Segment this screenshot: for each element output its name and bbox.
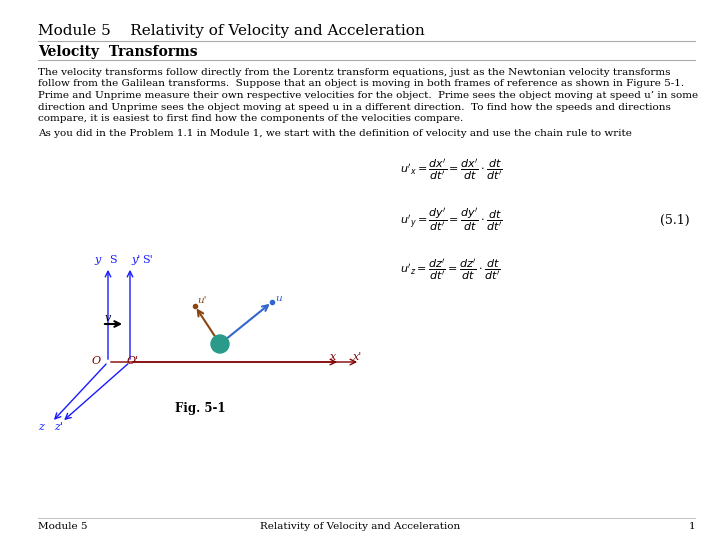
Text: Fig. 5-1: Fig. 5-1 — [175, 402, 225, 415]
Text: v: v — [105, 313, 112, 323]
Text: Relativity of Velocity and Acceleration: Relativity of Velocity and Acceleration — [260, 522, 460, 531]
Text: $u'_z = \dfrac{dz'}{dt'} = \dfrac{dz'}{dt} \cdot \dfrac{dt}{dt'}$: $u'_z = \dfrac{dz'}{dt'} = \dfrac{dz'}{d… — [400, 258, 500, 282]
Text: z: z — [38, 422, 44, 432]
Text: compare, it is easiest to first find how the components of the velocities compar: compare, it is easiest to first find how… — [38, 114, 463, 123]
Text: x: x — [330, 352, 336, 362]
Text: z': z' — [54, 422, 63, 432]
Text: x': x' — [353, 352, 362, 362]
Text: S': S' — [142, 255, 153, 265]
Text: Velocity  Transforms: Velocity Transforms — [38, 45, 197, 59]
Text: Module 5    Relativity of Velocity and Acceleration: Module 5 Relativity of Velocity and Acce… — [38, 24, 425, 38]
Text: As you did in the Problem 1.1 in Module 1, we start with the definition of veloc: As you did in the Problem 1.1 in Module … — [38, 129, 632, 138]
Text: 1: 1 — [688, 522, 695, 531]
Text: u: u — [275, 294, 282, 303]
Text: y': y' — [131, 255, 140, 265]
Text: O': O' — [127, 356, 139, 366]
Text: O: O — [92, 356, 101, 366]
Text: The velocity transforms follow directly from the Lorentz transform equations, ju: The velocity transforms follow directly … — [38, 68, 670, 77]
Text: u': u' — [197, 296, 207, 305]
Text: y: y — [94, 255, 100, 265]
Text: S: S — [109, 255, 117, 265]
Text: direction and Unprime sees the object moving at speed u in a different direction: direction and Unprime sees the object mo… — [38, 103, 671, 111]
Circle shape — [211, 335, 229, 353]
Text: follow from the Galilean transforms.  Suppose that an object is moving in both f: follow from the Galilean transforms. Sup… — [38, 79, 684, 89]
Text: $u'_y = \dfrac{dy'}{dt'} = \dfrac{dy'}{dt} \cdot \dfrac{dt}{dt'}$: $u'_y = \dfrac{dy'}{dt'} = \dfrac{dy'}{d… — [400, 207, 503, 233]
Text: Module 5: Module 5 — [38, 522, 88, 531]
Text: (5.1): (5.1) — [660, 213, 690, 226]
Text: $u'_x = \dfrac{dx'}{dt'} = \dfrac{dx'}{dt} \cdot \dfrac{dt}{dt'}$: $u'_x = \dfrac{dx'}{dt'} = \dfrac{dx'}{d… — [400, 158, 503, 183]
Text: Prime and Unprime measure their own respective velocities for the object.  Prime: Prime and Unprime measure their own resp… — [38, 91, 698, 100]
